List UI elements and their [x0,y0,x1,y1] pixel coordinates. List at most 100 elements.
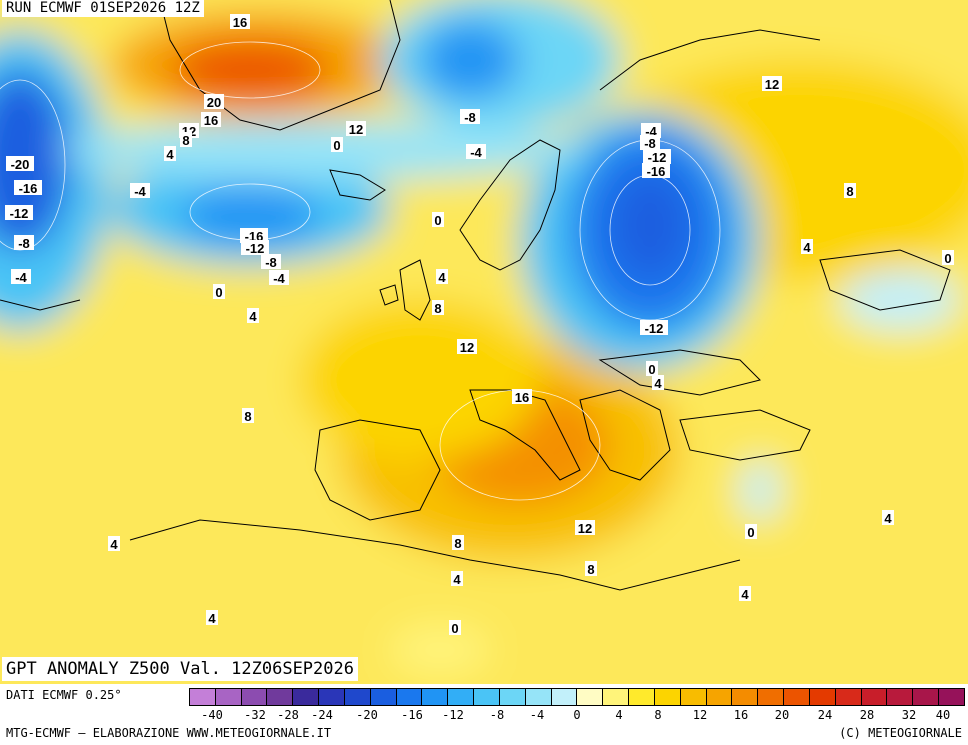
contour-label: 4 [206,610,218,626]
scale-cell [835,689,862,705]
svg-text:4: 4 [208,611,216,626]
svg-text:-16: -16 [19,181,38,196]
scale-tick-label: -12 [442,708,464,722]
contour-label: -16 [14,180,42,196]
contour-label: 16 [230,14,250,30]
credit-left: MTG-ECMWF – ELABORAZIONE WWW.METEOGIORNA… [6,726,332,740]
scale-cell [887,689,914,705]
scale-tick-label: 0 [573,708,581,722]
svg-text:-8: -8 [464,110,476,125]
scale-tick-label: 12 [692,708,708,722]
contour-label: 0 [331,137,343,153]
contour-label: 4 [108,536,120,552]
anomaly-field [0,0,968,684]
contour-label: 4 [801,239,813,255]
scale-tick-label: -32 [244,708,266,722]
contour-label: -8 [640,135,660,151]
svg-text:-20: -20 [11,157,30,172]
scale-tick-label: -28 [277,708,299,722]
contour-label: 8 [452,535,464,551]
contour-label: 20 [204,94,224,110]
contour-label: 8 [844,183,856,199]
map-title: GPT ANOMALY Z500 Val. 12Z06SEP2026 [2,657,358,681]
svg-text:-4: -4 [15,270,27,285]
scale-tick-label: 32 [901,708,917,722]
svg-text:4: 4 [884,511,892,526]
contour-label: -12 [241,240,269,256]
contour-label: -4 [11,269,31,285]
scale-cell [758,689,785,705]
svg-text:8: 8 [244,409,251,424]
contour-label: 0 [213,284,225,300]
contour-label: 4 [164,146,176,162]
scale-cell [939,689,964,705]
scale-tick-label: -20 [356,708,378,722]
contour-label: 4 [436,269,448,285]
svg-text:8: 8 [434,301,441,316]
scale-ticks: -40 -32 -28 -24 -20 -16 -12 -8 -4 0 4 8 12 16 20 24 28 32… [189,708,965,724]
contour-label: -4 [269,270,289,286]
scale-cell [448,689,475,705]
scale-tick-label: 20 [774,708,790,722]
scale-tick-label: -16 [401,708,423,722]
svg-text:4: 4 [438,270,446,285]
contour-label: 4 [451,571,463,587]
svg-text:-8: -8 [644,136,656,151]
svg-text:0: 0 [215,285,222,300]
svg-text:4: 4 [166,147,174,162]
scale-cell [319,689,345,705]
contour-label: 4 [652,375,664,391]
svg-text:16: 16 [204,113,218,128]
scale-cell [396,689,423,705]
contour-label: 12 [762,76,782,92]
svg-text:-16: -16 [647,164,666,179]
svg-text:-4: -4 [134,184,146,199]
scale-cell [215,689,242,705]
svg-text:4: 4 [654,376,662,391]
svg-text:-12: -12 [10,206,29,221]
svg-text:16: 16 [515,390,529,405]
scale-cell [706,689,733,705]
svg-text:0: 0 [944,251,951,266]
svg-text:-4: -4 [470,145,482,160]
svg-text:4: 4 [741,587,749,602]
scale-cell [293,689,320,705]
scale-cell [809,689,836,705]
svg-text:-4: -4 [273,271,285,286]
scale-cell [577,689,604,705]
coastlines [0,0,951,591]
scale-tick-label: 40 [935,708,951,722]
svg-text:8: 8 [587,562,594,577]
svg-text:-8: -8 [18,236,30,251]
svg-text:0: 0 [451,621,458,636]
svg-text:-12: -12 [246,241,265,256]
scale-tick-label: -24 [311,708,333,722]
scale-cell [784,689,810,705]
contour-label: 8 [242,408,254,424]
contour-label: -8 [261,254,281,270]
scale-cell [603,689,630,705]
contour-label: 12 [457,339,477,355]
scale-cell [474,689,500,705]
contour-label: 0 [449,620,461,636]
anomaly-map: 1612201612840-8-412-20-16-12-8-4-4-16-12… [0,0,968,684]
contour-label: 0 [745,524,757,540]
svg-text:0: 0 [747,525,754,540]
svg-text:12: 12 [578,521,592,536]
scale-cell [680,689,707,705]
svg-text:4: 4 [453,572,461,587]
contour-label: 0 [432,212,444,228]
contour-label: 4 [739,586,751,602]
scale-cell [370,689,397,705]
contour-label: -12 [640,320,668,336]
contour-label: -8 [460,109,480,125]
contour-label: 16 [512,389,532,405]
svg-text:0: 0 [333,138,340,153]
svg-text:-8: -8 [265,255,277,270]
contour-label: -16 [642,163,670,179]
scale-cell [654,689,681,705]
scale-cell [241,689,268,705]
svg-text:-12: -12 [645,321,664,336]
contour-label: -8 [14,235,34,251]
contour-label: -12 [5,205,33,221]
